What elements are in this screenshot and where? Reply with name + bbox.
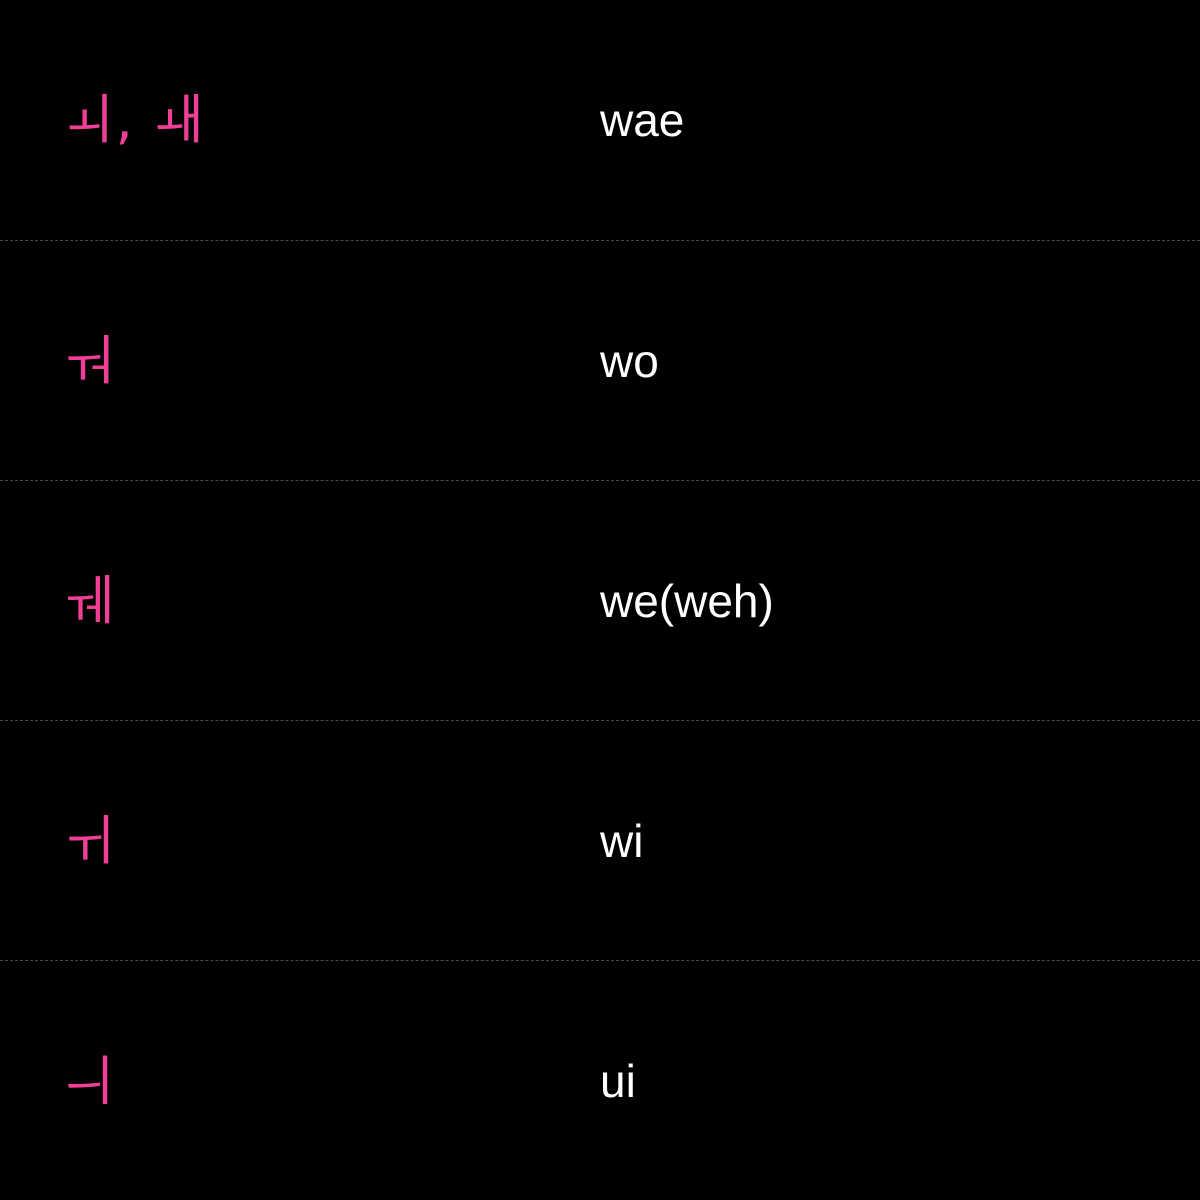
romanization: wi — [600, 814, 644, 867]
hangul-vowel: ㅢ — [64, 1048, 116, 1112]
vowel-row-ui: ㅢ ui — [0, 960, 1200, 1200]
vowel-row-we: ㅞ we(weh) — [0, 480, 1200, 720]
hangul-vowel: ㅚ, ㅙ — [64, 88, 206, 151]
vowel-row-wi: ㅟ wi — [0, 720, 1200, 960]
vowel-row-wo: ㅝ wo — [0, 240, 1200, 480]
vowel-row-wae: ㅚ, ㅙ wae — [0, 0, 1200, 240]
hangul-vowel: ㅝ — [64, 328, 116, 392]
hangul-vowel: ㅞ — [64, 568, 116, 632]
romanization: wo — [600, 334, 659, 387]
romanization: ui — [600, 1054, 636, 1107]
hangul-vowel: ㅟ — [64, 808, 116, 872]
romanization: wae — [600, 94, 685, 146]
romanization: we(weh) — [600, 574, 774, 627]
